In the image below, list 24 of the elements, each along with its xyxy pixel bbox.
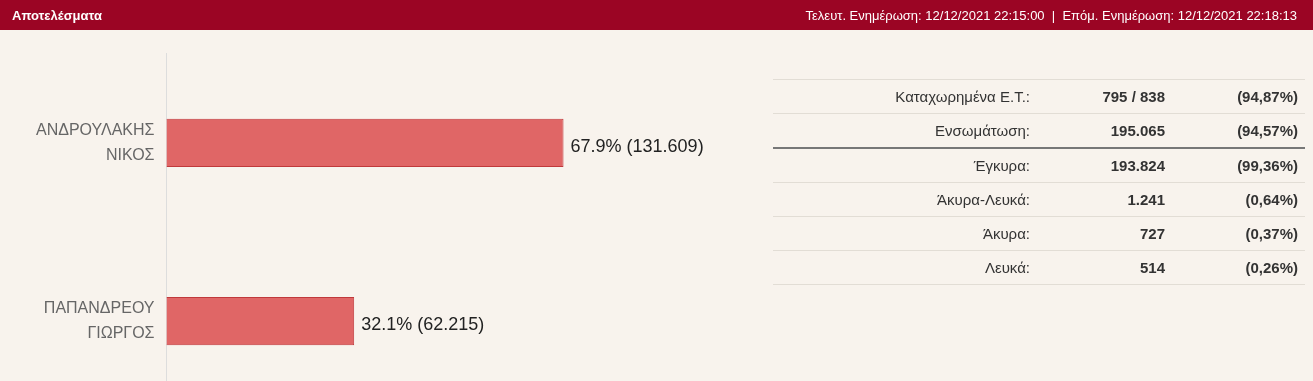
text: Άκυρα-Λευκά:: [936, 191, 1030, 208]
text: Τελευτ. Ενημέρωση: 12/12/2021 22:15:00 | Επόμ. Ενημέρωση: 12/12/2021 22:18:13: [805, 7, 1297, 23]
text: (0,26%): [1244, 259, 1298, 276]
data-label: 32.1% (62.215): [361, 314, 485, 335]
y-tick-label: ΑΝΔΡΟΥΛΑΚΗΣ ΝΙΚΟΣ: [35, 120, 155, 163]
text: Ενσωμάτωση:: [934, 122, 1030, 139]
text: Λευκά:: [983, 259, 1030, 276]
text: 1.241: [1126, 191, 1165, 208]
text: 514: [1138, 259, 1165, 276]
text: 795 / 838: [1101, 88, 1165, 105]
y-tick-label: ΠΑΠΑΝΔΡΕΟΥ ΓΙΩΡΓΟΣ: [43, 299, 155, 341]
text: Καταχωρημένα Ε.Τ.:: [894, 88, 1030, 105]
text: Αποτελέσματα: [12, 7, 102, 23]
text: 193.824: [1109, 157, 1165, 174]
text: (94,87%): [1236, 88, 1298, 105]
data-label: 67.9% (131.609): [570, 135, 704, 156]
text: (94,57%): [1236, 122, 1298, 139]
text: (0,64%): [1244, 191, 1298, 208]
text: Άκυρα:: [981, 225, 1030, 242]
text: (0,37%): [1244, 225, 1298, 242]
text: 195.065: [1109, 122, 1165, 139]
text: 727: [1138, 225, 1165, 242]
text: (99,36%): [1236, 157, 1298, 174]
text: Έγκυρα:: [972, 157, 1030, 174]
